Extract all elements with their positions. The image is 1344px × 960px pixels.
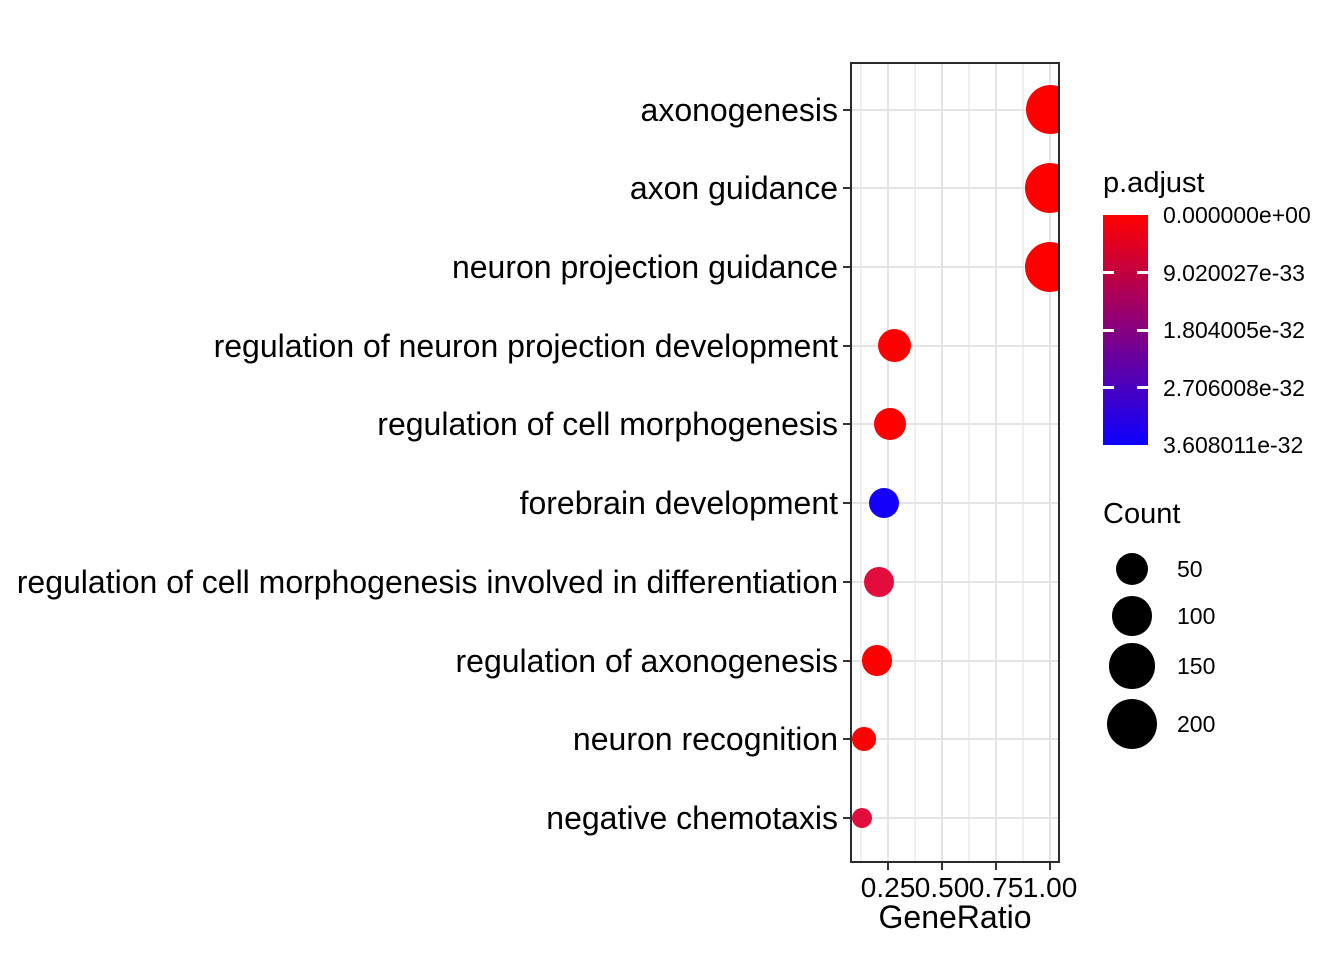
- data-point: [874, 408, 907, 441]
- gridline-y-major: [852, 187, 1058, 190]
- gridline-y-major: [852, 816, 1058, 819]
- data-point: [877, 329, 912, 363]
- x-tick-mark: [995, 863, 998, 870]
- gridline-x-minor: [968, 64, 970, 861]
- colorbar-tick-label: 3.608011e-32: [1163, 432, 1304, 458]
- y-tick-mark: [843, 187, 850, 190]
- y-tick-mark: [843, 738, 850, 741]
- x-tick-mark: [1049, 863, 1052, 870]
- colorbar-tick-label: 9.020027e-33: [1163, 259, 1305, 286]
- gridline-y-major: [852, 502, 1058, 505]
- y-tick-mark: [843, 108, 850, 111]
- size-legend-label: 200: [1177, 711, 1216, 737]
- data-point: [1025, 163, 1058, 214]
- colorbar-tick-left: [1103, 386, 1114, 389]
- size-legend-label: 50: [1177, 556, 1203, 582]
- data-point: [862, 645, 893, 676]
- data-point: [868, 488, 899, 519]
- colorbar-tick-right: [1137, 328, 1148, 332]
- colorbar-gradient: [1103, 215, 1148, 445]
- y-tick-mark: [843, 816, 850, 819]
- y-tick-mark: [843, 502, 850, 505]
- gridline-y-major: [852, 108, 1058, 111]
- plot-panel: [850, 62, 1060, 863]
- gridline-x-major: [995, 64, 998, 861]
- colorbar-tick-left: [1103, 271, 1114, 274]
- color-legend-title: p.adjust: [1103, 167, 1205, 199]
- gridline-y-major: [852, 344, 1058, 347]
- size-legend-label: 150: [1177, 653, 1216, 679]
- colorbar-tick-right: [1137, 386, 1148, 389]
- x-axis-tick-label: 0.75: [968, 872, 1024, 903]
- gridline-x-minor: [914, 64, 916, 861]
- y-tick-mark: [843, 344, 850, 347]
- gridline-x-major: [887, 64, 890, 861]
- x-axis-tick-label: 1.00: [1022, 872, 1078, 903]
- y-axis-label: regulation of neuron projection developm…: [213, 327, 838, 364]
- colorbar-tick-label: 0.000000e+00: [1163, 202, 1311, 228]
- gridline-y-major: [852, 580, 1058, 583]
- colorbar-tick-label: 2.706008e-32: [1163, 374, 1305, 401]
- x-tick-mark: [887, 863, 890, 870]
- gridline-x-minor: [860, 64, 862, 861]
- gridline-y-major: [852, 423, 1058, 426]
- x-axis-title: GeneRatio: [878, 899, 1032, 935]
- gridline-x-minor: [1022, 64, 1024, 861]
- size-legend-circle: [1115, 552, 1148, 585]
- size-legend-circle: [1112, 596, 1152, 636]
- y-axis-label: regulation of axonogenesis: [455, 642, 839, 679]
- size-legend-circle: [1106, 698, 1157, 749]
- gridline-x-major: [941, 64, 944, 861]
- y-tick-mark: [843, 265, 850, 268]
- y-axis-label: neuron projection guidance: [451, 248, 838, 285]
- y-tick-mark: [843, 659, 850, 662]
- size-legend-label: 100: [1177, 603, 1216, 629]
- colorbar-tick-label: 1.804005e-32: [1163, 317, 1305, 343]
- y-axis-label: axonogenesis: [640, 91, 838, 128]
- data-point: [1024, 241, 1058, 293]
- colorbar-tick-left: [1103, 328, 1114, 332]
- data-point: [852, 807, 873, 829]
- size-legend-title: Count: [1103, 498, 1181, 530]
- colorbar-tick-right: [1137, 271, 1148, 274]
- y-axis-label: negative chemotaxis: [546, 799, 838, 836]
- y-tick-mark: [843, 580, 850, 583]
- gridline-y-major: [852, 659, 1058, 662]
- y-axis-label: regulation of cell morphogenesis involve…: [16, 563, 838, 600]
- gridline-y-major: [852, 265, 1058, 268]
- x-axis-tick-label: 0.50: [914, 872, 970, 903]
- y-axis-label: axon guidance: [629, 170, 838, 207]
- x-axis-tick-label: 0.25: [860, 872, 916, 903]
- x-tick-mark: [941, 863, 944, 870]
- data-point: [1025, 84, 1058, 135]
- data-point: [864, 566, 895, 597]
- y-tick-mark: [843, 423, 850, 426]
- y-axis-label: neuron recognition: [572, 721, 838, 758]
- data-point: [852, 727, 876, 751]
- y-axis-label: regulation of cell morphogenesis: [377, 406, 838, 443]
- size-legend-circle: [1109, 643, 1155, 689]
- gridline-y-major: [852, 738, 1058, 741]
- gridline-x-major: [1049, 64, 1052, 861]
- y-axis-label: forebrain development: [519, 485, 838, 522]
